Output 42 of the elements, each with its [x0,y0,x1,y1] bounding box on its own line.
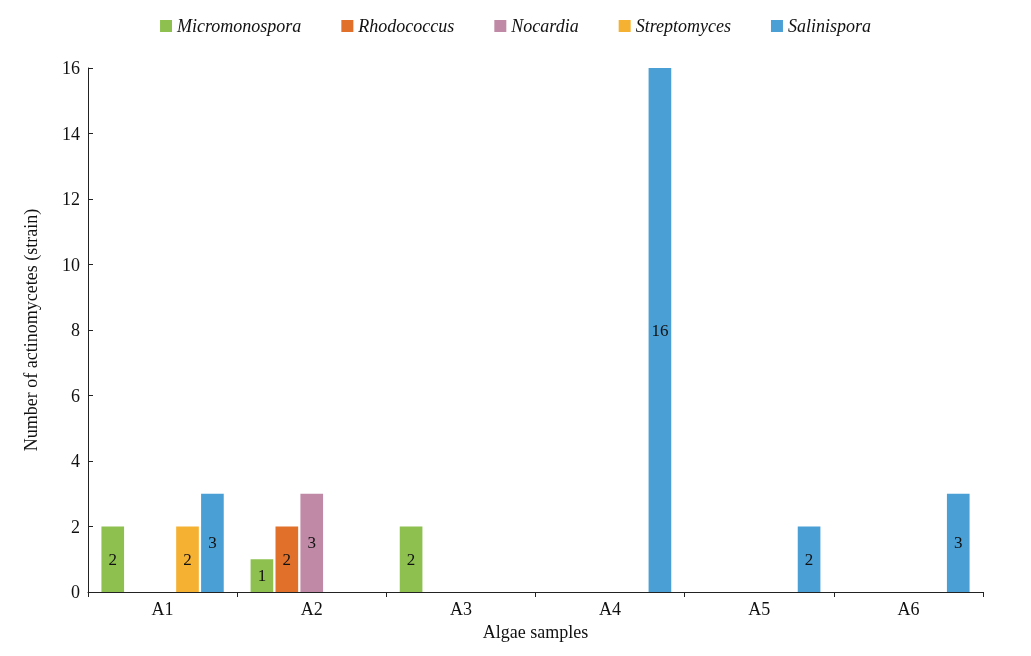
x-tick-label: A3 [449,599,472,619]
bar [648,68,672,592]
y-tick-label: 14 [62,123,80,144]
legend-label: Nocardia [510,16,579,36]
bar [399,526,423,592]
y-tick-label: 8 [71,320,80,340]
bar [176,526,199,592]
bar [250,559,274,592]
bar [101,526,125,592]
data-label: 2 [183,549,192,569]
y-tick-label: 2 [71,516,80,537]
bar [797,526,821,592]
bar [201,493,224,592]
y-tick-label: 16 [62,58,80,78]
y-tick-label: 10 [62,254,80,275]
data-label: 2 [282,549,292,569]
data-label: 2 [804,549,814,569]
x-tick-label: A2 [300,599,323,619]
y-tick-label: 6 [71,385,80,406]
bar [946,493,970,592]
legend-label: Salinispora [787,16,871,36]
legend-label: Streptomyces [635,16,731,36]
data-label: 3 [307,533,316,553]
y-axis-title: Number of actinomycetes (strain) [21,208,42,452]
data-label: 1 [257,566,267,586]
data-label: 2 [406,549,416,569]
x-tick-label: A6 [897,599,920,619]
x-tick-label: A4 [599,599,622,619]
bar [275,526,299,592]
data-label: 2 [108,549,117,569]
data-label: 3 [208,533,217,553]
y-tick-label: 0 [71,582,80,602]
y-tick-label: 12 [62,189,80,209]
x-axis-title: Algae samples [482,621,589,642]
x-tick-label: A1 [151,599,174,619]
y-tick-label: 4 [71,451,80,471]
legend-label: Rhodococcus [357,16,455,36]
data-label: 16 [651,320,669,340]
data-label: 3 [954,533,963,553]
bar [300,493,324,592]
x-tick-label: A5 [748,599,771,619]
legend-label: Micromonospora [176,16,302,36]
